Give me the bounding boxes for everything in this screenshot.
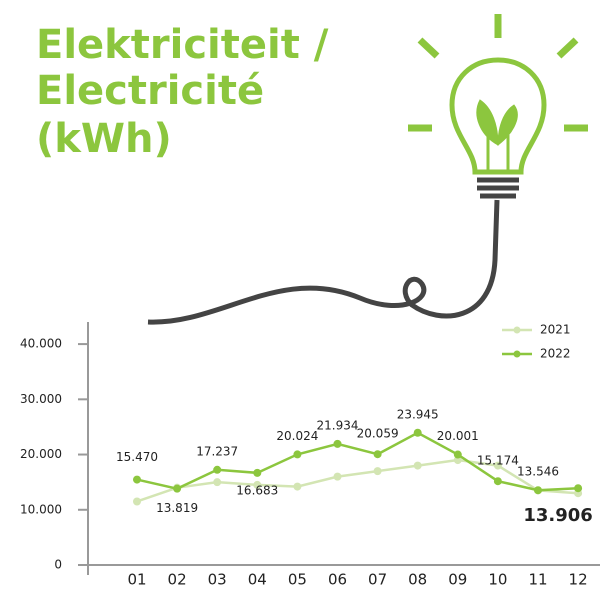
point <box>373 450 382 459</box>
legend-label: 2022 <box>540 347 571 361</box>
data-label: 21.934 <box>317 418 359 432</box>
point <box>453 450 462 459</box>
point <box>253 480 262 489</box>
series-line <box>136 431 579 492</box>
x-tick-label: 10 <box>488 571 507 589</box>
y-tick-label: 0 <box>54 558 62 572</box>
data-label: 20.059 <box>357 427 399 441</box>
chart-title: (kWh) <box>36 116 172 162</box>
point <box>173 484 182 493</box>
point <box>534 486 542 495</box>
data-label: 20.024 <box>276 429 318 443</box>
point <box>574 484 583 493</box>
legend-label: 2021 <box>540 323 571 337</box>
series-line <box>136 458 579 503</box>
data-label: 17.237 <box>196 444 238 458</box>
data-label: 15.174 <box>477 454 519 468</box>
point <box>413 428 422 437</box>
bulb-icon <box>408 14 588 175</box>
point <box>133 497 141 506</box>
y-tick-label: 40.000 <box>20 337 62 351</box>
x-tick-label: 04 <box>248 571 267 589</box>
point <box>373 467 382 476</box>
y-tick-label: 20.000 <box>20 447 62 461</box>
x-tick-label: 03 <box>208 571 227 589</box>
data-label: 13.906 <box>523 505 592 526</box>
x-tick-label: 12 <box>569 571 588 589</box>
point <box>333 439 342 448</box>
data-label: 15.470 <box>116 450 158 464</box>
point <box>213 478 222 487</box>
point <box>493 461 502 470</box>
point <box>493 477 502 486</box>
x-tick-label: 08 <box>408 571 427 589</box>
data-label: 16.683 <box>236 483 278 497</box>
x-tick-label: 11 <box>528 571 547 589</box>
legend-marker <box>513 326 521 334</box>
x-tick-label: 05 <box>288 571 307 589</box>
data-label: 23.945 <box>397 407 439 421</box>
chart-title: Electricité <box>36 68 264 114</box>
legend-marker <box>513 350 521 358</box>
point <box>253 468 262 477</box>
chart-title: Elektriciteit / <box>36 22 329 68</box>
cord <box>147 199 500 325</box>
y-tick-label: 30.000 <box>20 392 62 406</box>
data-label: 13.819 <box>156 501 198 515</box>
data-label: 13.546 <box>517 465 559 479</box>
point <box>453 456 462 465</box>
x-tick-label: 07 <box>368 571 387 589</box>
point <box>333 472 342 481</box>
point <box>293 482 302 491</box>
x-tick-label: 01 <box>127 571 146 589</box>
point <box>133 475 141 484</box>
bulb-base <box>477 177 519 199</box>
y-tick-label: 10.000 <box>20 502 62 516</box>
data-label: 20.001 <box>437 429 479 443</box>
point <box>213 465 222 474</box>
x-tick-label: 02 <box>168 571 187 589</box>
x-tick-label: 09 <box>448 571 467 589</box>
point <box>293 450 302 459</box>
point <box>413 461 422 470</box>
x-tick-label: 06 <box>328 571 347 589</box>
